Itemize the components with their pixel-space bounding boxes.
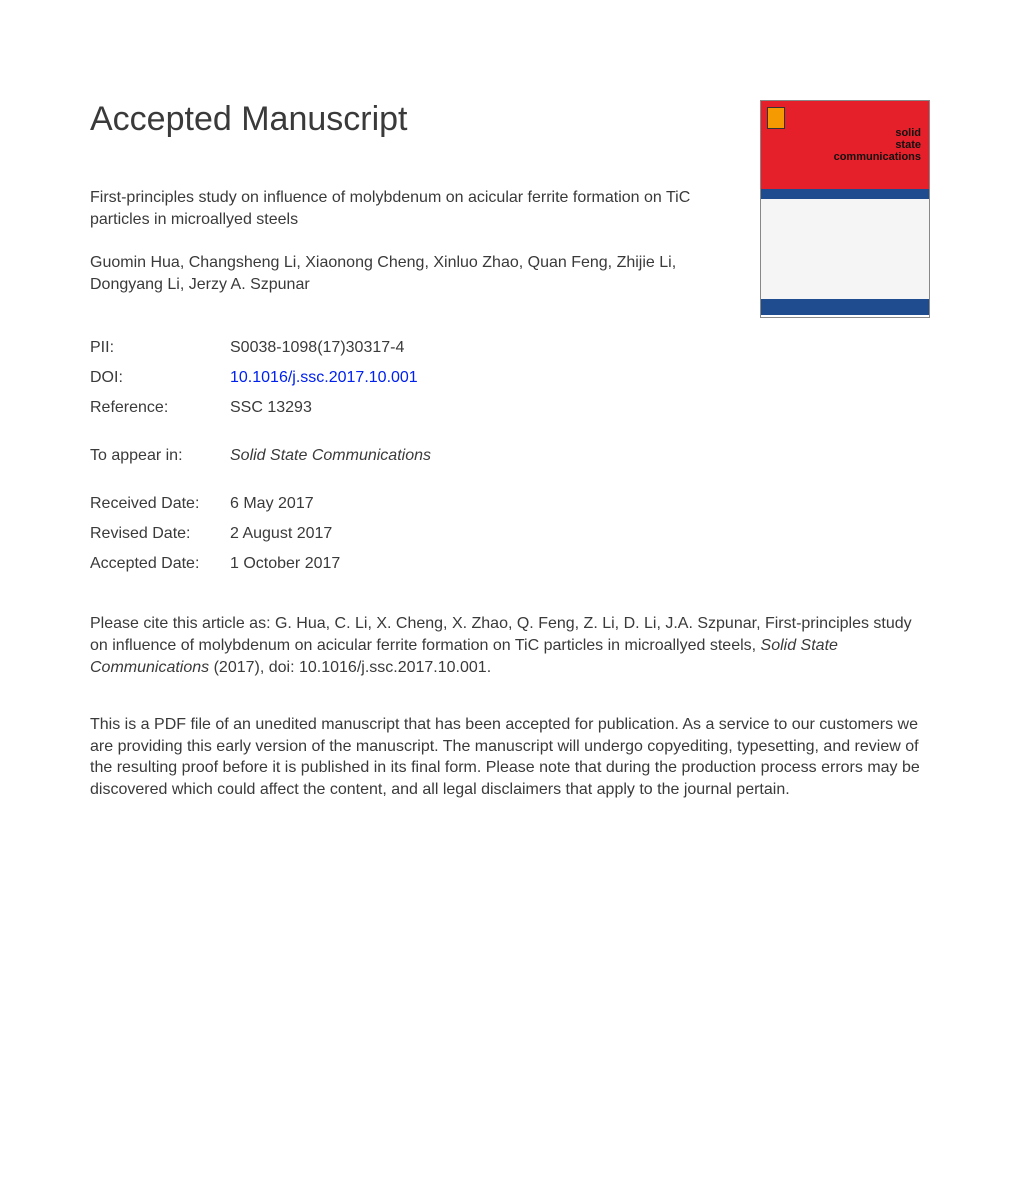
- cover-header: solid state communications: [761, 101, 929, 189]
- doi-link[interactable]: 10.1016/j.ssc.2017.10.001: [230, 369, 418, 387]
- publisher-logo-icon: [767, 107, 785, 129]
- meta-value: 1 October 2017: [230, 555, 340, 573]
- journal-cover-thumbnail: solid state communications: [760, 100, 930, 318]
- meta-label: DOI:: [90, 369, 230, 387]
- citation-text: Please cite this article as: G. Hua, C. …: [90, 613, 930, 678]
- meta-label: Accepted Date:: [90, 555, 230, 573]
- cover-footer-bar: [761, 299, 929, 315]
- meta-value: S0038-1098(17)30317-4: [230, 339, 404, 357]
- article-title: First-principles study on influence of m…: [90, 187, 750, 230]
- meta-value-journal: Solid State Communications: [230, 447, 431, 465]
- meta-row-pii: PII: S0038-1098(17)30317-4: [90, 339, 930, 357]
- meta-label: Received Date:: [90, 495, 230, 513]
- author-list: Guomin Hua, Changsheng Li, Xiaonong Chen…: [90, 252, 750, 295]
- cover-line: solid: [834, 127, 921, 139]
- meta-row-received: Received Date: 6 May 2017: [90, 495, 930, 513]
- meta-row-appear: To appear in: Solid State Communications: [90, 447, 930, 465]
- meta-label: Reference:: [90, 399, 230, 417]
- meta-value: SSC 13293: [230, 399, 312, 417]
- cover-body: [761, 199, 929, 299]
- cover-line: communications: [834, 151, 921, 163]
- meta-value: 6 May 2017: [230, 495, 314, 513]
- meta-row-reference: Reference: SSC 13293: [90, 399, 930, 417]
- meta-row-accepted: Accepted Date: 1 October 2017: [90, 555, 930, 573]
- meta-label: PII:: [90, 339, 230, 357]
- cover-bar: [761, 189, 929, 199]
- metadata-table: PII: S0038-1098(17)30317-4 DOI: 10.1016/…: [90, 339, 930, 573]
- meta-value: 2 August 2017: [230, 525, 332, 543]
- citation-suffix: (2017), doi: 10.1016/j.ssc.2017.10.001.: [209, 659, 491, 676]
- disclaimer-text: This is a PDF file of an unedited manusc…: [90, 714, 930, 800]
- meta-row-revised: Revised Date: 2 August 2017: [90, 525, 930, 543]
- cover-journal-name: solid state communications: [834, 127, 921, 163]
- manuscript-page: solid state communications Accepted Manu…: [0, 0, 1020, 841]
- cover-line: state: [834, 139, 921, 151]
- meta-row-doi: DOI: 10.1016/j.ssc.2017.10.001: [90, 369, 930, 387]
- meta-label: Revised Date:: [90, 525, 230, 543]
- meta-label: To appear in:: [90, 447, 230, 465]
